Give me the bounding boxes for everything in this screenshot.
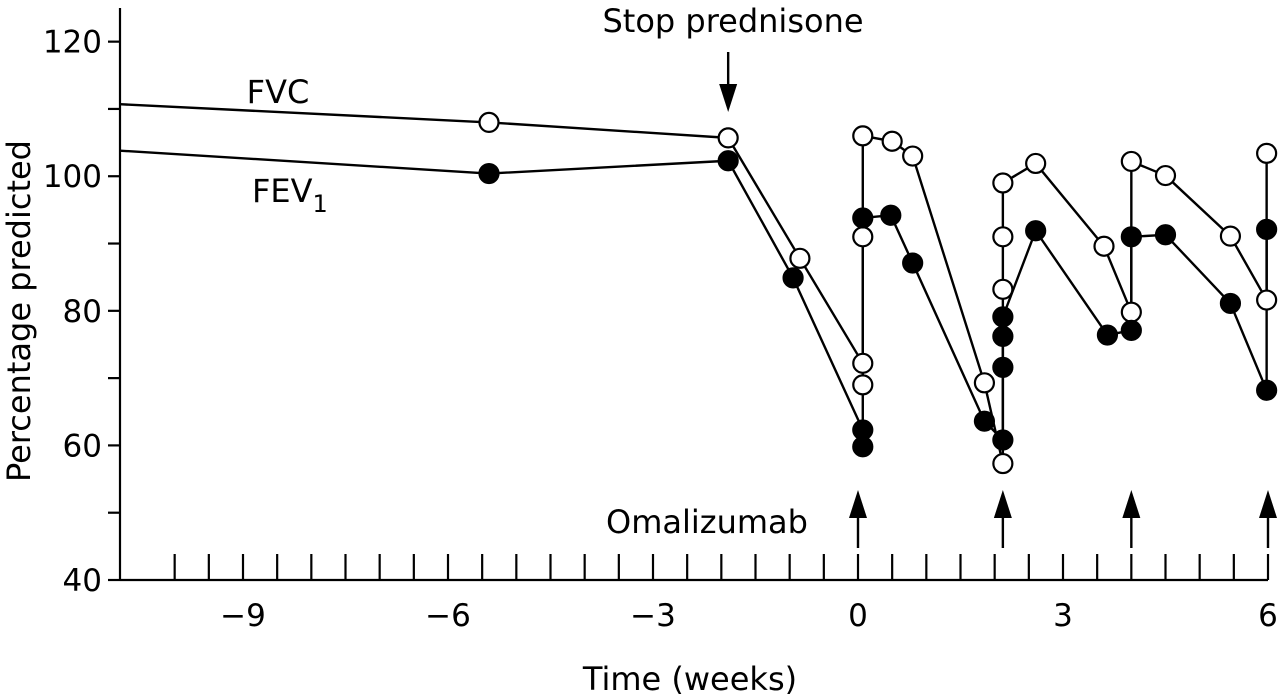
fvc-point [852,352,874,374]
series-markers [478,111,1278,475]
fvc-point [852,125,874,147]
fev1-point [1025,220,1047,242]
fvc-point [852,226,874,248]
fev1-point [782,267,804,289]
fvc-point [1219,225,1242,247]
fvc-point [902,145,924,167]
stop-arrow-head [719,84,738,112]
y-tick-label: 100 [43,159,102,195]
fvc-point [478,111,500,134]
y-axis-title: Percentage predicted [0,140,38,482]
y-tick-label: 60 [63,428,102,464]
annotations: Stop prednisone Omalizumab [602,2,1277,548]
fvc-point [992,278,1014,300]
y-tick-label: 80 [63,294,102,330]
series-label-fvc: FVC [247,73,310,111]
fev1-point [1256,218,1278,240]
fvc-point [1093,235,1115,257]
fvc-point [881,130,903,152]
annotation-omalizumab: Omalizumab [606,503,808,541]
fev1-point [992,356,1014,378]
fev1-point [1154,224,1177,246]
fvc-point [992,452,1014,475]
y-tick-label: 120 [43,25,102,61]
fev1-point [717,150,739,172]
fev1-point [478,162,500,185]
fvc-point [789,247,811,269]
fvc-point [1120,150,1142,173]
series-label-fev1: FEV1 [252,172,328,218]
x-tick-label: −3 [630,598,676,634]
fev1-point [1256,379,1278,401]
x-tick-label: 3 [1053,598,1073,634]
series-line-fev1 [119,149,1268,448]
omalizumab-arrow-head [849,490,867,518]
x-tick-label: 0 [848,598,868,634]
fev1-point [992,306,1014,328]
fvc-point [852,374,874,396]
fev1-point [1219,292,1242,315]
series-line-fvc [119,103,1268,465]
fev1-point [1120,226,1142,248]
fev1-point [992,325,1014,347]
fev1-point [992,429,1014,451]
x-tick-label: −6 [425,598,471,634]
ticks: 40 60 80 100 120 −9 −6 −3 0 3 6 [43,25,1278,634]
fvc-point [1025,152,1047,175]
fvc-point [1154,164,1177,187]
fvc-point [992,172,1014,194]
fev1-point [902,252,924,274]
fvc-point [717,127,739,149]
fvc-point [1256,142,1278,164]
fev1-point [852,207,874,229]
series-labels: FVC FEV1 [247,73,328,218]
fvc-point [1256,289,1278,311]
fev1-point [1096,324,1119,346]
series-lines [119,103,1268,465]
fvc-point [973,372,996,394]
fev1-point [852,436,874,458]
series-label-fev1-base: FEV [252,172,313,210]
omalizumab-arrow-head [993,490,1012,518]
fev1-point [880,204,902,226]
omalizumab-arrow-head [1122,490,1141,518]
fev1-point [973,410,996,432]
fvc-point [992,226,1014,248]
annotation-stop-prednisone: Stop prednisone [602,2,863,40]
fev1-point [1120,319,1142,341]
x-tick-label: −9 [220,598,266,634]
fvc-point [1120,301,1142,323]
x-axis-title: Time (weeks) [582,660,797,698]
series-label-fev1-subscript: 1 [313,190,328,218]
y-tick-label: 40 [63,563,102,599]
omalizumab-arrow-head [1259,490,1277,518]
x-tick-label: 6 [1258,598,1278,634]
